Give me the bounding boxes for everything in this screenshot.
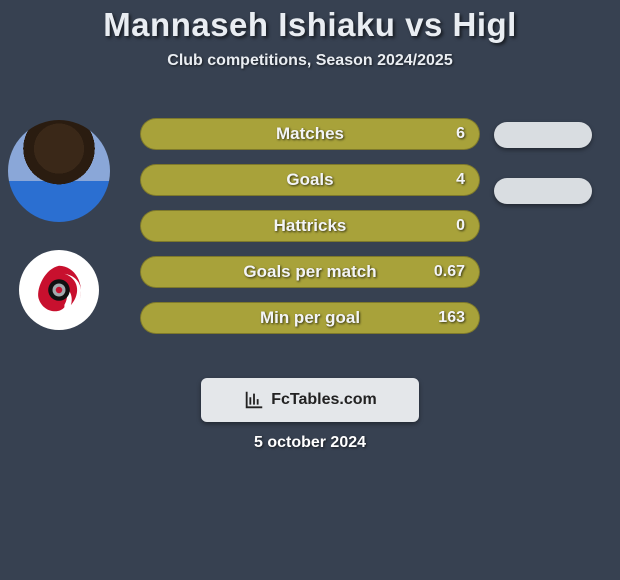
branding-badge: FcTables.com — [201, 378, 419, 422]
stat-value: 6 — [456, 125, 465, 143]
stat-bar: Matches 6 — [140, 118, 480, 150]
comparison-pills — [494, 122, 592, 204]
stat-bar: Hattricks 0 — [140, 210, 480, 242]
stat-label: Matches — [276, 124, 344, 144]
date-text: 5 october 2024 — [254, 434, 366, 452]
stat-label: Goals — [286, 170, 333, 190]
stat-label: Goals per match — [243, 262, 376, 282]
stat-value: 0 — [456, 217, 465, 235]
stat-value: 0.67 — [434, 263, 465, 281]
stat-bar: Goals 4 — [140, 164, 480, 196]
branding-text: FcTables.com — [271, 391, 377, 409]
stat-value: 4 — [456, 171, 465, 189]
stat-label: Hattricks — [274, 216, 347, 236]
stats-bars: Matches 6 Goals 4 Hattricks 0 Goals per … — [140, 118, 480, 334]
team-logo-icon — [32, 263, 86, 317]
avatar-column — [8, 120, 110, 330]
stat-bar: Min per goal 163 — [140, 302, 480, 334]
page-subtitle: Club competitions, Season 2024/2025 — [0, 52, 620, 70]
comparison-pill — [494, 122, 592, 148]
stat-bar: Goals per match 0.67 — [140, 256, 480, 288]
comparison-pill — [494, 178, 592, 204]
chart-icon — [243, 389, 265, 411]
stat-value: 163 — [438, 309, 465, 327]
player1-avatar — [8, 120, 110, 222]
stat-label: Min per goal — [260, 308, 360, 328]
player2-avatar — [19, 250, 99, 330]
page-title: Mannaseh Ishiaku vs Higl — [0, 0, 620, 44]
